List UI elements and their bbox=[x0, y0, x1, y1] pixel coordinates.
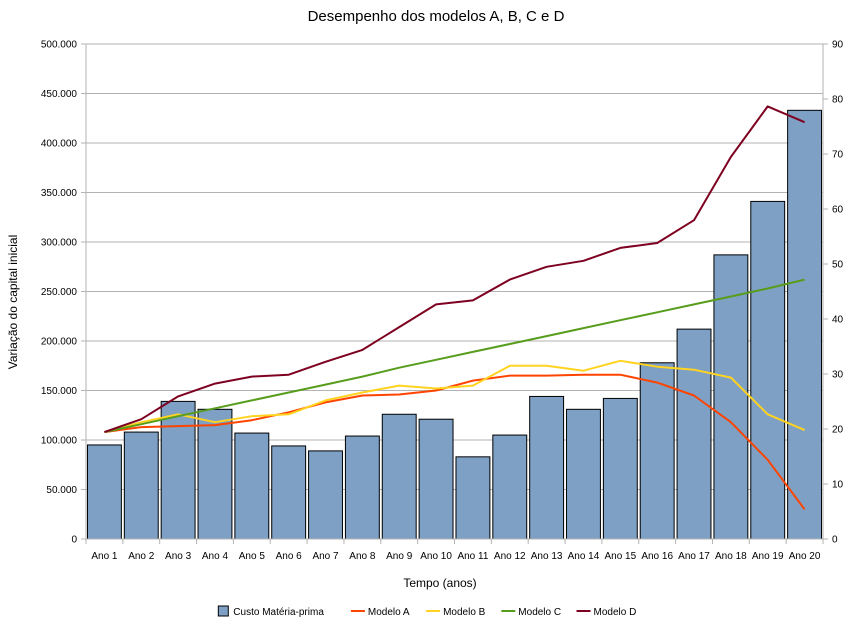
y-tick-label: 250.000 bbox=[41, 287, 78, 298]
y-tick-label: 100.000 bbox=[41, 436, 78, 447]
series-line-modelo-d bbox=[104, 105, 805, 434]
x-axis-label: Tempo (anos) bbox=[403, 576, 476, 590]
x-tick-label: Ano 9 bbox=[386, 551, 413, 562]
x-tick-label: Ano 4 bbox=[202, 551, 229, 562]
x-tick-label: Ano 3 bbox=[165, 551, 192, 562]
y2-tick-label: 80 bbox=[832, 95, 844, 106]
x-tick-label: Ano 16 bbox=[641, 551, 673, 562]
bar bbox=[197, 408, 233, 540]
x-tick-label: Ano 19 bbox=[752, 551, 784, 562]
bars bbox=[86, 109, 823, 540]
y-tick-label: 200.000 bbox=[41, 337, 78, 348]
y-tick-label: 0 bbox=[71, 535, 77, 546]
x-tick-label: Ano 11 bbox=[457, 551, 488, 562]
series-lines bbox=[104, 105, 806, 510]
bar bbox=[234, 432, 270, 540]
y-tick-labels: 0 50.000 100.000 150.000 200.000 250.000 300.0… bbox=[41, 40, 78, 546]
x-tick-label: Ano 10 bbox=[420, 551, 452, 562]
y-axis-label: Variação do capital inicial bbox=[6, 235, 20, 370]
y-tick-label: 50.000 bbox=[46, 485, 77, 496]
bar bbox=[492, 434, 528, 540]
x-tick-label: Ano 12 bbox=[494, 551, 526, 562]
x-tick-label: Ano 7 bbox=[312, 551, 339, 562]
legend: Custo Matéria-prima Modelo A Modelo B Model… bbox=[217, 605, 637, 618]
y-tick-label: 300.000 bbox=[41, 238, 78, 249]
axes bbox=[81, 43, 828, 544]
legend-swatch bbox=[217, 605, 229, 617]
x-tick-label: Ano 5 bbox=[239, 551, 266, 562]
bar bbox=[86, 444, 122, 540]
x-tick-label: Ano 2 bbox=[128, 551, 155, 562]
chart-title: Desempenho dos modelos A, B, C e D bbox=[308, 8, 565, 25]
bar bbox=[787, 109, 823, 540]
x-tick-label: Ano 13 bbox=[531, 551, 563, 562]
bar bbox=[713, 254, 749, 540]
x-tick-label: Ano 18 bbox=[715, 551, 747, 562]
bar bbox=[308, 450, 343, 540]
x-tick-label: Ano 17 bbox=[678, 551, 710, 562]
x-tick-label: Ano 6 bbox=[276, 551, 303, 562]
bar bbox=[418, 418, 454, 540]
y2-tick-label: 0 bbox=[832, 535, 838, 546]
legend-label: Modelo C bbox=[518, 607, 561, 618]
legend-label: Custo Matéria-prima bbox=[233, 607, 324, 618]
series-line-modelo-a bbox=[104, 373, 806, 510]
y2-tick-label: 40 bbox=[832, 315, 844, 326]
y-tick-label: 350.000 bbox=[41, 188, 78, 199]
y-tick-label: 400.000 bbox=[41, 139, 78, 150]
bar bbox=[271, 445, 307, 540]
x-tick-label: Ano 14 bbox=[568, 551, 600, 562]
gridlines bbox=[86, 43, 823, 540]
legend-label: Modelo B bbox=[443, 607, 486, 618]
y2-tick-label: 60 bbox=[832, 205, 844, 216]
y2-tick-label: 90 bbox=[832, 40, 844, 51]
x-tick-label: Ano 8 bbox=[349, 551, 376, 562]
bar bbox=[750, 200, 786, 540]
y2-tick-labels: 0 10 20 30 40 50 60 70 80 90 bbox=[832, 40, 844, 546]
bar bbox=[566, 408, 601, 540]
series-line-modelo-b bbox=[104, 359, 805, 434]
series-line-modelo-c bbox=[104, 278, 805, 434]
bar bbox=[123, 431, 159, 540]
y2-tick-label: 20 bbox=[832, 425, 844, 436]
y-tick-label: 450.000 bbox=[41, 89, 78, 100]
bar bbox=[160, 400, 196, 540]
y-tick-label: 500.000 bbox=[41, 40, 78, 51]
bar bbox=[639, 362, 675, 540]
x-tick-labels: Ano 1 Ano 2 Ano 3 Ano 4 Ano 5 Ano 6 Ano 7 Ano 8… bbox=[91, 551, 821, 562]
y-tick-label: 150.000 bbox=[41, 386, 78, 397]
bar bbox=[529, 395, 565, 540]
bar bbox=[676, 328, 712, 540]
y2-tick-label: 50 bbox=[832, 260, 844, 271]
y2-tick-label: 10 bbox=[832, 480, 844, 491]
x-tick-label: Ano 20 bbox=[789, 551, 821, 562]
y2-tick-label: 30 bbox=[832, 370, 844, 381]
legend-label: Modelo D bbox=[594, 607, 637, 618]
legend-label: Modelo A bbox=[368, 607, 410, 618]
y2-tick-label: 70 bbox=[832, 150, 844, 161]
bar bbox=[602, 397, 638, 540]
x-tick-label: Ano 1 bbox=[91, 551, 118, 562]
bar bbox=[381, 413, 417, 540]
bar bbox=[455, 456, 491, 540]
bar bbox=[344, 435, 380, 540]
x-tick-label: Ano 15 bbox=[604, 551, 636, 562]
